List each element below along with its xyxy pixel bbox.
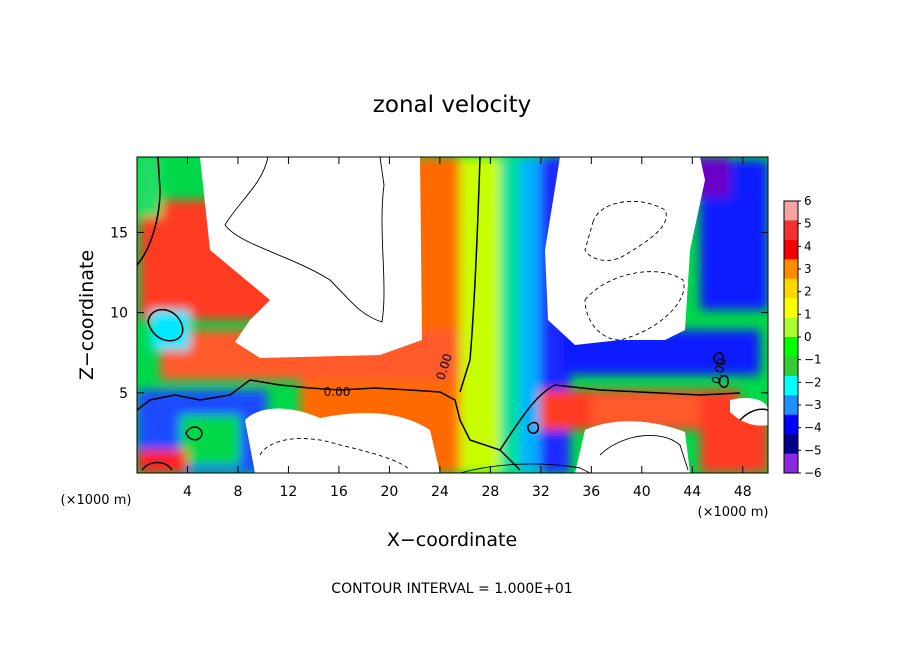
colorbar-swatch	[784, 414, 798, 435]
x-tick-label: 44	[683, 484, 701, 500]
x-unit-left: (×1000 m)	[61, 493, 132, 508]
colorbar-tick-label: 4	[804, 239, 812, 253]
x-tick-label: 8	[233, 484, 242, 500]
y-tick-label: 15	[110, 225, 128, 241]
y-axis-title: Z−coordinate	[76, 250, 98, 380]
colorbar-swatch	[784, 201, 798, 221]
colorbar-swatch	[784, 337, 798, 357]
x-axis-ticks: 4 8 12 16 20 24 28 32 36 40 44 48	[183, 157, 752, 500]
plot-frame	[136, 156, 769, 474]
x-tick-label: 16	[330, 484, 348, 500]
y-tick-label: 5	[119, 386, 128, 402]
colorbar-swatch	[784, 278, 798, 299]
x-tick-label: 12	[280, 484, 298, 500]
x-axis-title: X−coordinate	[387, 529, 517, 551]
contour-interval-label: CONTOUR INTERVAL = 1.000E+01	[331, 581, 572, 597]
colorbar-swatch	[784, 239, 798, 260]
contour-lines	[137, 157, 768, 473]
colorbar-tick-label: 0	[804, 330, 812, 344]
colorbar-tick-label: −1	[804, 353, 822, 367]
colorbar-swatch	[784, 259, 798, 280]
x-tick-label: 20	[380, 484, 398, 500]
colorbar-swatch	[784, 317, 798, 338]
x-tick-label: 4	[183, 484, 192, 500]
y-tick-label: 10	[110, 306, 128, 322]
colorbar-tick-label: 3	[804, 262, 812, 276]
colorbar-tick-label: 5	[804, 217, 812, 231]
x-tick-label: 32	[532, 484, 550, 500]
colorbar-swatch	[784, 375, 798, 396]
colorbar-tick-label: −4	[804, 421, 822, 435]
colorbar-swatch	[784, 453, 798, 474]
y-axis-ticks: 5 10 15	[110, 225, 768, 402]
contour-label: 0.00	[324, 385, 351, 399]
x-tick-label: 36	[582, 484, 600, 500]
colorbar-tick-label: −5	[804, 443, 822, 457]
chart-title: zonal velocity	[373, 92, 531, 118]
x-tick-label: 24	[431, 484, 449, 500]
x-tick-label: 48	[734, 484, 752, 500]
velocity-field	[137, 157, 768, 473]
colorbar-swatch	[784, 434, 798, 455]
contour-label: 0.00	[709, 356, 729, 385]
colorbar-tick-label: −2	[804, 375, 822, 389]
colorbar-swatch	[784, 298, 798, 319]
colorbar-swatch	[784, 356, 798, 377]
colorbar-swatch	[784, 220, 798, 241]
x-tick-label: 28	[481, 484, 499, 500]
colorbar-tick-label: 1	[804, 307, 812, 321]
colorbar-swatch	[784, 395, 798, 416]
colorbar-tick-label: 6	[804, 194, 812, 208]
x-tick-label: 40	[633, 484, 651, 500]
x-unit-right: (×1000 m)	[698, 505, 769, 520]
colorbar-tick-label: −3	[804, 398, 822, 412]
colorbar-tick-label: 2	[804, 285, 812, 299]
colorbar: 6 5 4 3 2 1 0 −1 −2 −3 −4 −5 −6	[783, 194, 822, 480]
colorbar-tick-label: −6	[804, 466, 822, 480]
